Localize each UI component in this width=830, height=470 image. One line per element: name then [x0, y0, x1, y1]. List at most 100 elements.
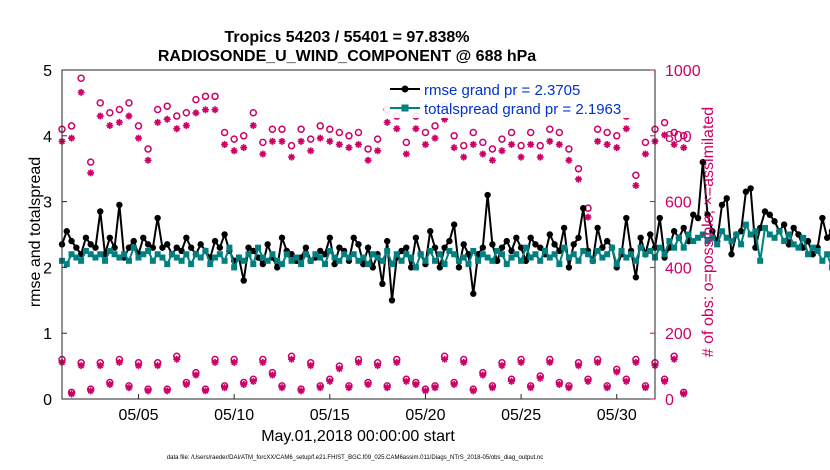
totalspread-point: [125, 257, 132, 264]
lower-obs-assimilated-point: [374, 362, 382, 370]
rmse-point: [92, 244, 99, 251]
upper-obs-assimilated-point: [326, 137, 334, 145]
upper-obs-assimilated-point: [622, 125, 630, 133]
right-tick-label: 400: [665, 260, 692, 277]
totalspread-point: [585, 251, 592, 258]
rmse-point: [809, 251, 817, 258]
upper-obs-assimilated-point: [268, 137, 276, 145]
totalspread-point: [87, 251, 94, 258]
lower-obs-assimilated-point: [460, 358, 468, 366]
lower-obs-assimilated-point: [201, 387, 209, 395]
totalspread-point: [82, 247, 89, 254]
legend-spread-marker: [401, 104, 409, 112]
rmse-point: [766, 211, 773, 218]
totalspread-point: [766, 231, 773, 238]
upper-obs-assimilated-point: [431, 134, 439, 142]
lower-obs-assimilated-point: [115, 358, 123, 366]
upper-obs-possible-point: [134, 122, 143, 130]
totalspread-point: [618, 247, 625, 254]
totalspread-point: [628, 251, 635, 258]
upper-obs-assimilated-point: [536, 153, 544, 161]
upper-obs-possible-point: [431, 122, 439, 130]
rmse-point: [379, 280, 386, 288]
totalspread-point: [580, 247, 587, 254]
lower-obs-assimilated-point: [96, 362, 104, 370]
rmse-point: [403, 244, 410, 251]
upper-obs-possible-point: [173, 112, 181, 120]
lower-obs-assimilated-point: [135, 362, 143, 370]
lower-obs-assimilated-point: [345, 384, 353, 392]
lower-obs-assimilated-point: [259, 358, 267, 366]
lower-obs-assimilated-point: [335, 365, 343, 373]
totalspread-point: [685, 231, 692, 238]
rmse-point: [240, 277, 247, 284]
rmse-point: [699, 158, 707, 166]
totalspread-point: [809, 244, 816, 251]
totalspread-point: [709, 234, 716, 241]
totalspread-point: [604, 251, 611, 258]
rmse-point: [288, 251, 295, 258]
rmse-point: [173, 244, 180, 251]
totalspread-point: [355, 257, 362, 264]
totalspread-point: [537, 257, 544, 264]
totalspread-point: [322, 261, 329, 268]
x-tick-label: 05/05: [118, 407, 158, 424]
upper-obs-possible-point: [67, 122, 76, 130]
totalspread-point: [695, 234, 702, 241]
lower-obs-assimilated-point: [450, 381, 458, 389]
totalspread-point: [738, 241, 745, 248]
totalspread-point: [704, 238, 711, 245]
right-tick-label: 800: [665, 129, 692, 146]
rmse-point: [560, 224, 568, 232]
totalspread-point: [776, 228, 783, 235]
rmse-point: [321, 251, 329, 258]
rmse-point: [790, 224, 797, 232]
upper-obs-assimilated-point: [135, 134, 143, 142]
totalspread-point: [202, 247, 209, 254]
rmse-point: [680, 224, 687, 232]
lower-obs-assimilated-point: [565, 384, 573, 392]
x-tick-label: 05/25: [501, 407, 541, 424]
upper-obs-possible-point: [632, 171, 640, 180]
left-tick-label: 1: [43, 326, 52, 343]
rmse-point: [140, 234, 147, 241]
totalspread-point: [269, 251, 276, 258]
x-tick-label: 05/20: [405, 407, 445, 424]
upper-obs-possible-point: [326, 125, 334, 133]
upper-obs-assimilated-point: [182, 122, 190, 130]
upper-obs-assimilated-point: [517, 153, 525, 161]
upper-obs-possible-point: [459, 141, 468, 150]
totalspread-point: [293, 254, 300, 261]
totalspread-point: [393, 251, 400, 258]
left-tick-label: 4: [43, 129, 52, 146]
totalspread-point: [398, 257, 405, 264]
rmse-point: [106, 234, 114, 241]
totalspread-point: [417, 251, 424, 258]
rmse-point: [336, 244, 343, 251]
upper-obs-possible-point: [115, 105, 124, 114]
rmse-point: [431, 244, 439, 251]
upper-obs-possible-point: [211, 92, 219, 101]
totalspread-point: [470, 247, 477, 254]
rmse-point: [116, 201, 123, 209]
totalspread-point: [733, 231, 740, 238]
lower-obs-assimilated-point: [278, 384, 286, 392]
rmse-point: [87, 241, 94, 248]
rmse-point: [178, 247, 185, 255]
upper-obs-assimilated-point: [106, 122, 114, 130]
lower-obs-assimilated-point: [288, 355, 296, 363]
rmse-point: [159, 244, 166, 251]
upper-obs-assimilated-point: [307, 147, 315, 155]
rmse-point: [498, 244, 506, 251]
lower-obs-assimilated-point: [240, 381, 248, 389]
upper-obs-possible-point: [679, 132, 688, 140]
totalspread-point: [632, 257, 639, 264]
upper-obs-assimilated-point: [527, 140, 535, 148]
totalspread-point: [188, 261, 195, 268]
totalspread-point: [781, 238, 788, 245]
lower-obs-assimilated-point: [680, 390, 688, 398]
upper-obs-assimilated-point: [125, 112, 133, 120]
x-axis: 05/05 05/10 05/15 05/20 05/25 05/30: [118, 394, 637, 424]
rmse-point: [556, 247, 563, 255]
upper-obs-assimilated-point: [115, 118, 123, 126]
